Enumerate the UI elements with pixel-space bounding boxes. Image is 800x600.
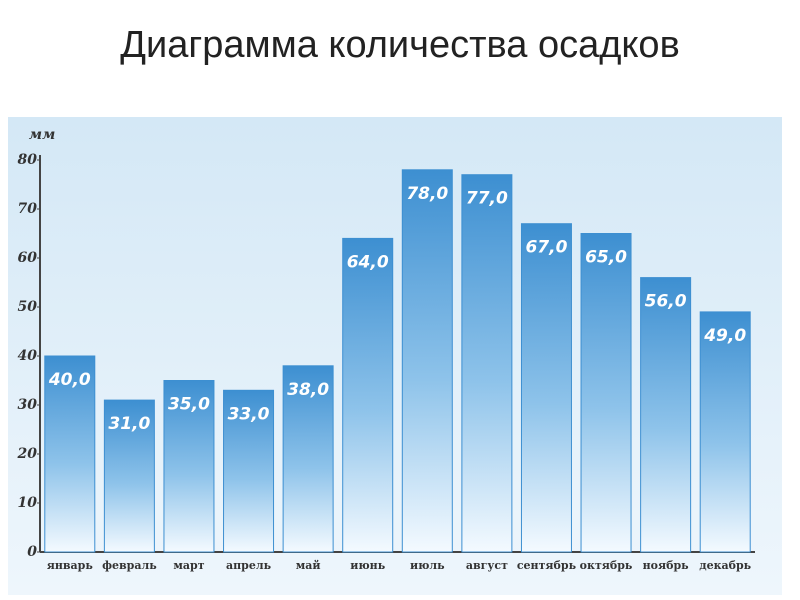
bar <box>163 380 215 553</box>
y-tick-label: 80 <box>18 152 38 168</box>
bar <box>401 169 453 553</box>
value-label: 40,0 <box>48 370 91 390</box>
x-tick-label: декабрь <box>699 559 751 572</box>
x-tick-label: март <box>173 559 204 572</box>
value-label: 77,0 <box>466 189 508 209</box>
value-label: 33,0 <box>228 404 270 424</box>
value-label: 78,0 <box>406 184 448 204</box>
bar <box>461 174 513 553</box>
y-tick-label: 10 <box>18 495 38 511</box>
x-tick-label: август <box>466 559 508 572</box>
x-tick-label: ноябрь <box>643 559 690 572</box>
x-tick-label: май <box>296 559 321 572</box>
value-label: 64,0 <box>347 252 389 272</box>
value-label: 35,0 <box>168 395 210 415</box>
value-label: 67,0 <box>525 238 567 258</box>
y-tick-label: 0 <box>27 544 37 560</box>
x-tick-label: январь <box>47 559 94 572</box>
bar <box>103 399 155 553</box>
bar <box>44 355 96 553</box>
value-label: 38,0 <box>287 380 329 400</box>
y-tick-label: 50 <box>18 299 38 315</box>
y-tick-label: 20 <box>17 446 38 462</box>
bar <box>282 365 334 553</box>
bar <box>342 237 394 553</box>
x-tick-label: февраль <box>102 559 157 572</box>
bar <box>699 311 751 553</box>
chart-title: Диаграмма количества осадков <box>120 24 680 66</box>
x-tick-label: октябрь <box>580 559 633 572</box>
bar <box>640 277 692 553</box>
bar <box>580 233 632 553</box>
value-label: 65,0 <box>585 248 627 268</box>
x-tick-label: апрель <box>226 559 272 572</box>
value-label: 56,0 <box>645 292 687 312</box>
x-tick-label: сентябрь <box>517 559 577 572</box>
y-tick-label: 60 <box>18 250 38 266</box>
y-axis-label: мм <box>29 127 56 143</box>
bar <box>223 389 275 553</box>
x-tick-label: июнь <box>350 559 385 572</box>
value-label: 49,0 <box>703 326 746 346</box>
value-label: 31,0 <box>108 414 150 434</box>
y-tick-label: 70 <box>18 201 38 217</box>
y-tick-label: 30 <box>18 397 38 413</box>
bar <box>520 223 572 553</box>
x-tick-label: июль <box>410 559 445 572</box>
y-tick-label: 40 <box>18 348 38 364</box>
